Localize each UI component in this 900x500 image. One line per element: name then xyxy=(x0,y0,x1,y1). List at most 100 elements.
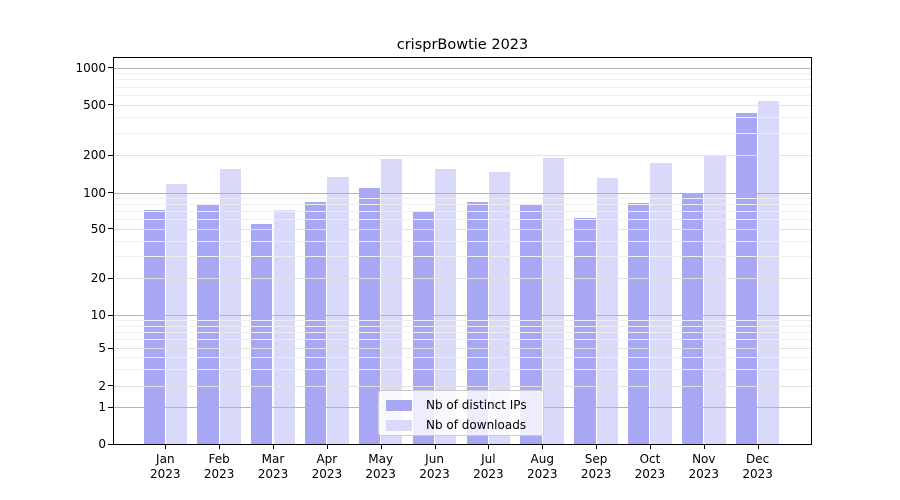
gridline-600 xyxy=(114,94,811,96)
bar-downloads-feb xyxy=(219,169,241,444)
x-tick-mark-dec xyxy=(757,444,759,449)
bar-downloads-jul xyxy=(488,171,511,444)
gridline-40 xyxy=(114,240,811,242)
bar-downloads-jun xyxy=(435,168,457,444)
x-tick-mark-feb xyxy=(219,444,221,449)
gridline-800 xyxy=(114,79,811,81)
y-tick-mark-10 xyxy=(108,314,114,316)
y-tick-label-500: 500 xyxy=(83,97,106,112)
y-tick-mark-5 xyxy=(108,347,114,349)
y-tick-mark-0 xyxy=(108,443,114,445)
x-tick-mark-apr xyxy=(326,444,328,449)
bar-downloads-oct xyxy=(650,162,672,444)
gridline-30 xyxy=(114,256,811,258)
gridline-3 xyxy=(114,368,811,370)
bar-distinct-ips-jul xyxy=(466,201,488,444)
bar-distinct-ips-jan xyxy=(143,210,165,444)
bar-downloads-aug xyxy=(542,157,565,444)
legend-label-downloads: Nb of downloads xyxy=(426,418,527,432)
x-tick-mark-nov xyxy=(703,444,705,449)
x-tick-label-jan: Jan 2023 xyxy=(150,452,181,481)
gridline-900 xyxy=(114,73,811,75)
y-tick-mark-20 xyxy=(108,277,114,279)
y-tick-mark-200 xyxy=(108,154,114,156)
bar-downloads-mar xyxy=(273,210,295,444)
y-tick-mark-50 xyxy=(108,228,114,229)
x-tick-label-aug: Aug 2023 xyxy=(526,452,558,481)
y-tick-label-100: 100 xyxy=(83,185,106,200)
bar-downloads-jan xyxy=(165,184,188,444)
x-tick-label-jun: Jun 2023 xyxy=(419,452,450,481)
y-tick-label-20: 20 xyxy=(90,271,106,285)
bar-distinct-ips-sep xyxy=(574,218,596,444)
bar-distinct-ips-aug xyxy=(520,204,542,444)
plot-area xyxy=(113,57,812,445)
gridline-200 xyxy=(114,155,811,156)
legend-swatch-downloads xyxy=(386,420,412,431)
x-tick-mark-mar xyxy=(273,444,274,449)
y-tick-mark-100 xyxy=(108,192,114,193)
x-tick-label-apr: Apr 2023 xyxy=(311,452,343,481)
gridline-5 xyxy=(114,348,811,349)
gridline-70 xyxy=(114,211,811,213)
bar-distinct-ips-oct xyxy=(628,202,650,444)
gridline-400 xyxy=(114,116,811,118)
gridline-6 xyxy=(114,339,811,341)
gridline-4 xyxy=(114,357,811,359)
x-tick-label-mar: Mar 2023 xyxy=(257,452,289,481)
x-tick-label-feb: Feb 2023 xyxy=(203,452,235,481)
gridline-8 xyxy=(114,325,811,327)
x-tick-label-sep: Sep 2023 xyxy=(580,452,612,481)
gridline-9 xyxy=(114,320,811,322)
x-tick-mark-sep xyxy=(596,444,598,449)
y-tick-mark-2 xyxy=(108,385,114,386)
gridline-2 xyxy=(114,385,811,387)
x-tick-mark-oct xyxy=(649,444,651,449)
gridline-300 xyxy=(114,132,811,134)
y-tick-mark-1000 xyxy=(108,67,114,68)
gridline-100 xyxy=(114,192,811,194)
x-tick-mark-may xyxy=(380,444,382,449)
x-tick-label-dec: Dec 2023 xyxy=(742,452,773,481)
y-tick-label-2: 2 xyxy=(98,378,106,393)
chart-title: crisprBowtie 2023 xyxy=(396,37,529,53)
x-tick-label-jul: Jul 2023 xyxy=(473,452,504,481)
y-tick-label-10: 10 xyxy=(90,308,106,322)
gridline-700 xyxy=(114,86,811,88)
legend-label-distinct-ips: Nb of distinct IPs xyxy=(426,398,527,412)
y-tick-label-50: 50 xyxy=(90,221,106,236)
y-tick-label-1: 1 xyxy=(98,400,106,414)
legend: Nb of distinct IPs Nb of downloads xyxy=(378,390,544,436)
gridline-1000 xyxy=(114,67,811,69)
bar-downloads-apr xyxy=(327,177,349,444)
bar-downloads-sep xyxy=(596,178,618,444)
y-tick-mark-500 xyxy=(108,104,114,105)
legend-swatch-distinct-ips xyxy=(386,400,412,411)
x-tick-label-oct: Oct 2023 xyxy=(634,452,666,481)
bar-distinct-ips-nov xyxy=(682,192,704,444)
bar-downloads-may xyxy=(381,159,403,444)
x-tick-label-may: May 2023 xyxy=(365,452,396,481)
y-tick-label-200: 200 xyxy=(83,148,106,162)
gridline-7 xyxy=(114,331,811,333)
gridline-10 xyxy=(114,315,811,316)
bar-distinct-ips-feb xyxy=(197,204,219,444)
bar-downloads-dec xyxy=(758,100,780,444)
y-tick-label-0: 0 xyxy=(98,437,106,451)
gridline-20 xyxy=(114,278,811,279)
y-tick-label-5: 5 xyxy=(98,341,106,355)
gridline-500 xyxy=(114,104,811,106)
bar-downloads-nov xyxy=(704,156,726,444)
bar-distinct-ips-apr xyxy=(305,201,327,444)
gridline-90 xyxy=(114,197,811,199)
x-tick-mark-jul xyxy=(488,444,490,449)
gridline-80 xyxy=(114,204,811,206)
gridline-50 xyxy=(114,228,811,230)
gridline-60 xyxy=(114,219,811,221)
x-tick-label-nov: Nov 2023 xyxy=(688,452,720,481)
y-tick-mark-1 xyxy=(108,406,114,408)
y-tick-label-1000: 1000 xyxy=(75,60,106,75)
x-tick-mark-jun xyxy=(434,444,436,449)
x-tick-mark-jan xyxy=(165,444,167,449)
